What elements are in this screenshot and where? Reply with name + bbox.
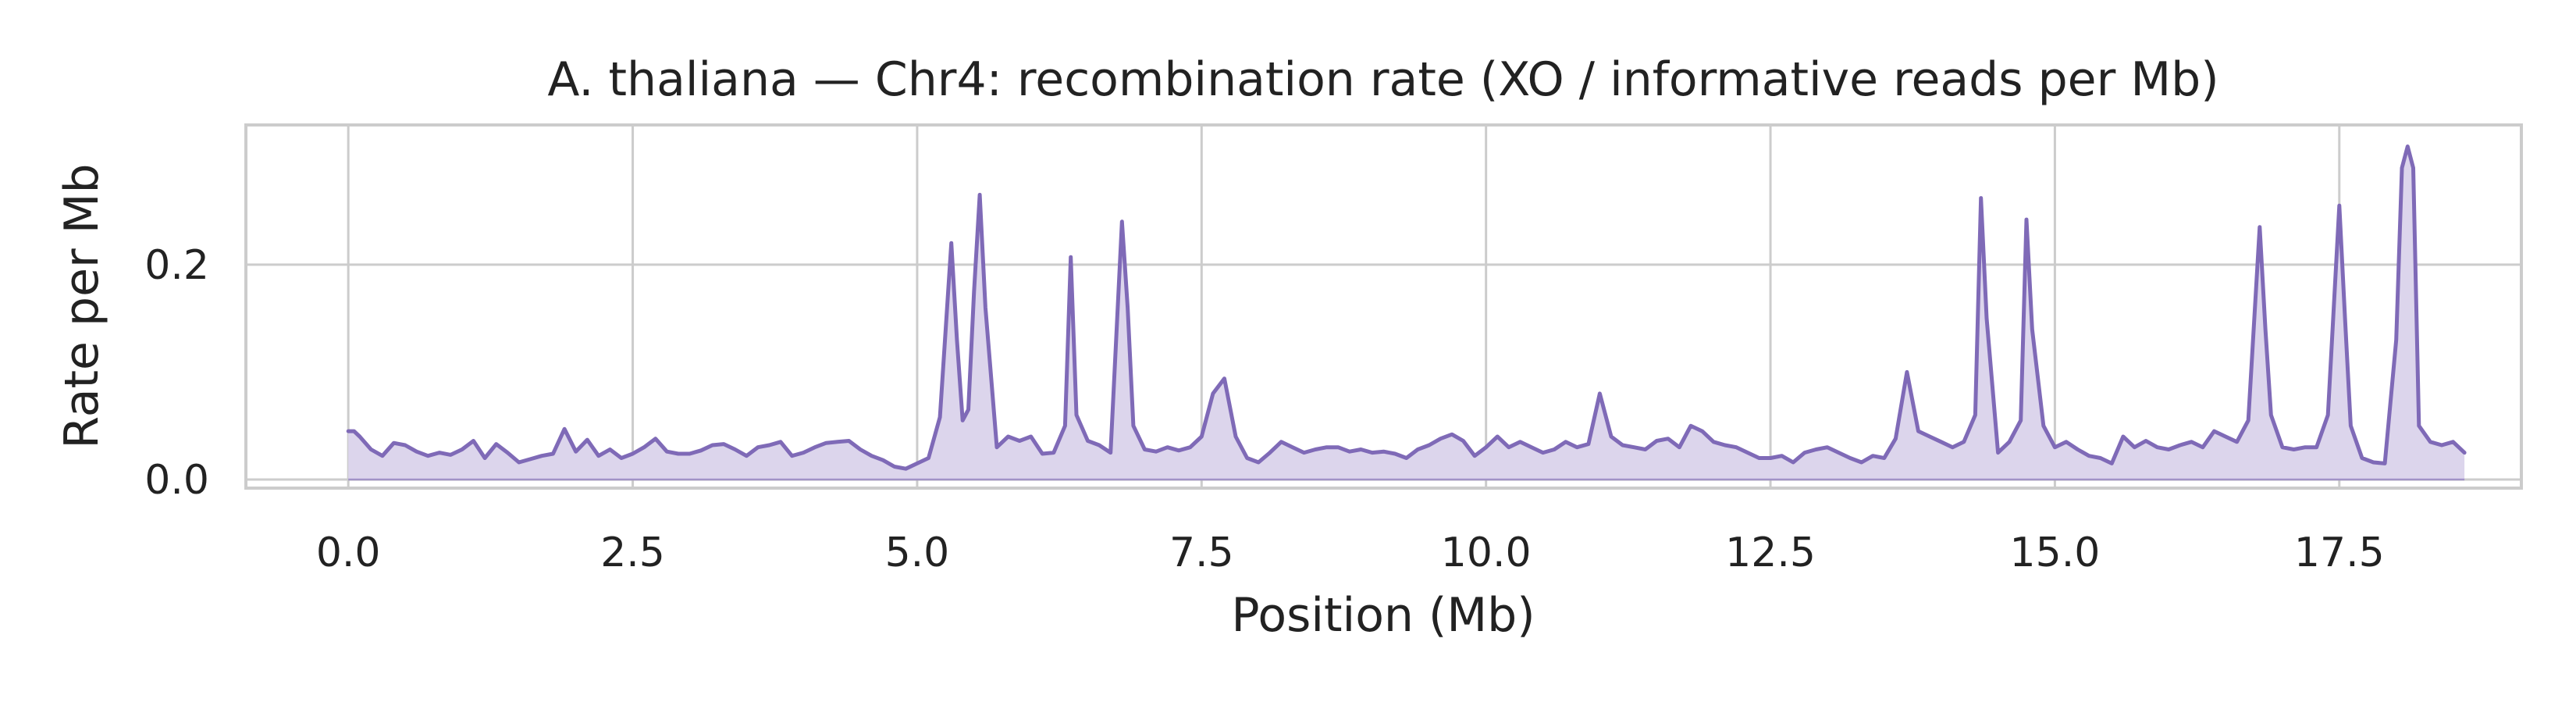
data-layer bbox=[346, 144, 2467, 481]
x-tick-label: 10.0 bbox=[1441, 530, 1532, 576]
x-tick-label: 2.5 bbox=[600, 530, 665, 576]
x-axis-label: Position (Mb) bbox=[1231, 588, 1535, 643]
y-axis-label: Rate per Mb bbox=[55, 163, 109, 448]
x-tick-label: 0.0 bbox=[316, 530, 381, 576]
y-tick-label: 0.0 bbox=[144, 457, 209, 504]
rate-area-fill bbox=[348, 146, 2465, 480]
y-tick-label: 0.2 bbox=[144, 242, 209, 289]
axes-frame bbox=[244, 123, 2523, 490]
x-tick-label: 15.0 bbox=[2010, 530, 2101, 576]
tick-layer: 0.0 2.5 5.0 7.5 10.0 12.5 15.0 17.5 0.0 0.2 bbox=[144, 242, 2384, 576]
x-tick-label: 12.5 bbox=[1725, 530, 1816, 576]
chart-title: A. thaliana — Chr4: recombination rate (… bbox=[547, 52, 2218, 107]
x-tick-label: 7.5 bbox=[1169, 530, 1234, 576]
plot-frame bbox=[244, 123, 2523, 490]
rate-series-line bbox=[346, 144, 2467, 471]
x-tick-label: 5.0 bbox=[885, 530, 950, 576]
x-tick-label: 17.5 bbox=[2294, 530, 2385, 576]
